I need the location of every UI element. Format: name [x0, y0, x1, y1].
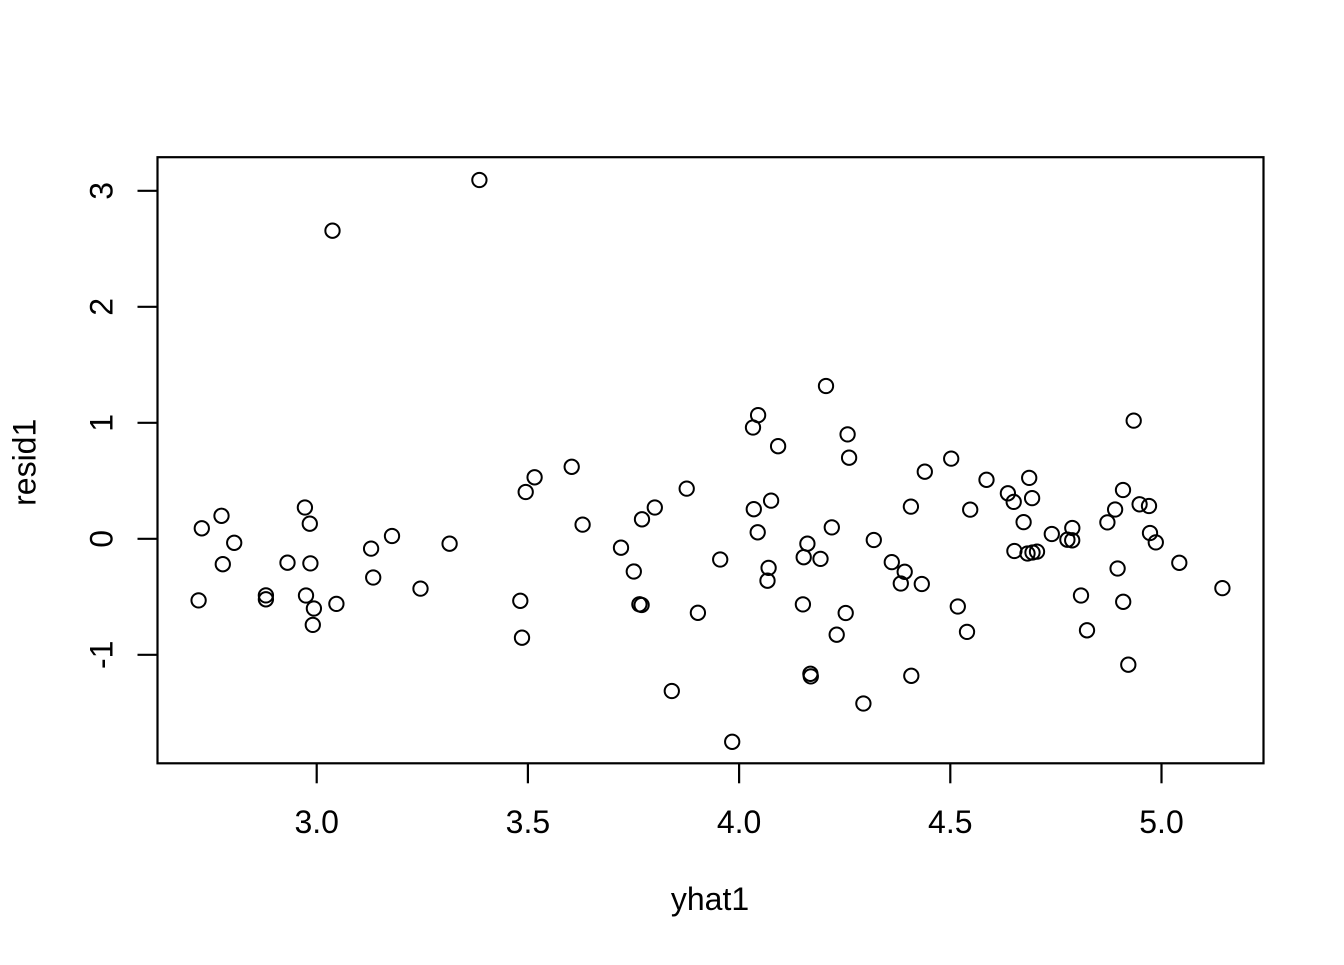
svg-text:1: 1 — [83, 414, 119, 432]
svg-text:4.5: 4.5 — [928, 804, 972, 840]
svg-text:0: 0 — [83, 530, 119, 548]
svg-text:2: 2 — [83, 298, 119, 316]
svg-text:3.0: 3.0 — [294, 804, 338, 840]
svg-text:3.5: 3.5 — [506, 804, 550, 840]
svg-text:yhat1: yhat1 — [671, 881, 749, 917]
svg-text:resid1: resid1 — [7, 419, 43, 506]
svg-text:-1: -1 — [83, 641, 119, 669]
svg-text:5.0: 5.0 — [1139, 804, 1183, 840]
svg-text:3: 3 — [83, 182, 119, 200]
svg-text:4.0: 4.0 — [717, 804, 761, 840]
